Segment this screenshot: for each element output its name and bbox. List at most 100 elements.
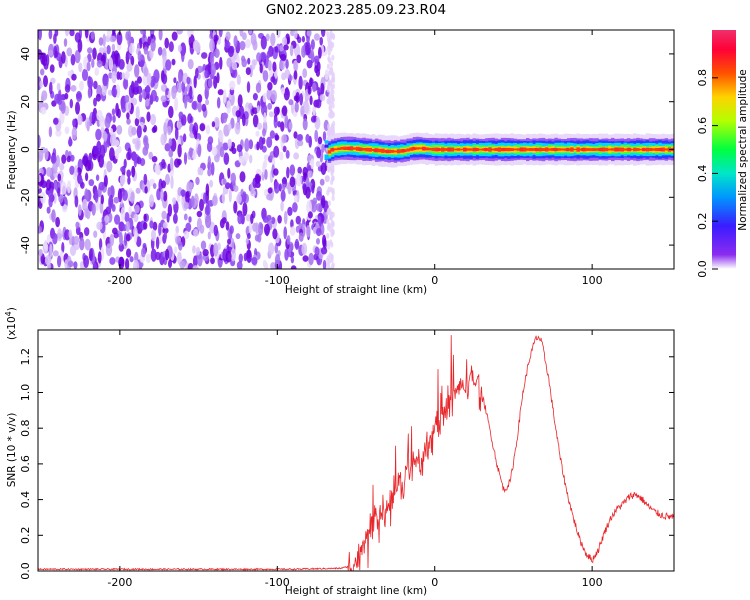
heatmap-cell bbox=[281, 72, 287, 81]
heatmap-cell bbox=[227, 122, 232, 132]
heatmap-cell bbox=[52, 250, 59, 257]
snr-line bbox=[38, 335, 674, 571]
heatmap-cell bbox=[267, 60, 272, 71]
heatmap-cell bbox=[87, 87, 92, 99]
heatmap-cell bbox=[131, 165, 136, 178]
heatmap-cell bbox=[127, 176, 131, 185]
heatmap-cell bbox=[245, 39, 251, 49]
heatmap-cell bbox=[168, 41, 174, 53]
heatmap-cell bbox=[241, 55, 246, 63]
heatmap-cell bbox=[210, 63, 216, 76]
heatmap-cell bbox=[252, 93, 258, 101]
heatmap-cell bbox=[289, 176, 296, 188]
heatmap-cell bbox=[277, 215, 282, 224]
heatmap-cell bbox=[248, 30, 253, 35]
heatmap-cell bbox=[66, 47, 73, 57]
heatmap-cell bbox=[56, 82, 61, 91]
heatmap-cell bbox=[331, 190, 335, 197]
heatmap-cell bbox=[255, 82, 262, 94]
heatmap-cell bbox=[109, 233, 115, 247]
heatmap-cell bbox=[230, 248, 236, 262]
heatmap-cell bbox=[65, 149, 69, 158]
heatmap-cell bbox=[204, 69, 209, 79]
heatmap-cell bbox=[60, 100, 66, 114]
ridge-cell bbox=[541, 148, 546, 151]
heatmap-cell bbox=[165, 88, 169, 96]
heatmap-cell bbox=[183, 230, 190, 240]
heatmap-cell bbox=[294, 101, 299, 113]
heatmap-cell bbox=[192, 255, 198, 268]
heatmap-cell bbox=[285, 59, 289, 69]
heatmap-cell bbox=[163, 121, 168, 136]
heatmap-cell bbox=[83, 255, 89, 268]
heatmap-cell bbox=[273, 116, 278, 129]
heatmap-cell bbox=[53, 192, 57, 204]
heatmap-cell bbox=[237, 94, 243, 108]
heatmap-cell bbox=[319, 94, 326, 102]
heatmap-cell bbox=[310, 49, 315, 62]
heatmap-cell bbox=[312, 104, 317, 116]
heatmap-cell bbox=[134, 117, 140, 127]
heatmap-cell bbox=[66, 155, 72, 163]
ridge-peak bbox=[447, 147, 452, 152]
heatmap-cell bbox=[277, 121, 282, 128]
heatmap-cell bbox=[194, 193, 199, 206]
heatmap-cell bbox=[267, 81, 273, 91]
heatmap-cell bbox=[227, 138, 232, 149]
heatmap-cell bbox=[98, 47, 105, 54]
ridge-peak bbox=[501, 147, 506, 152]
heatmap-cell bbox=[262, 128, 266, 137]
heatmap-cell bbox=[151, 156, 158, 163]
heatmap-cell bbox=[252, 114, 259, 128]
heatmap-cell bbox=[146, 111, 151, 123]
heatmap-cell bbox=[326, 232, 330, 239]
colorbar-tick-label: 0.2 bbox=[696, 212, 709, 230]
heatmap-cell bbox=[107, 186, 112, 197]
ridge-peak bbox=[401, 148, 406, 153]
ridge-peak bbox=[565, 147, 570, 152]
heatmap-cell bbox=[306, 30, 312, 37]
heatmap-cell bbox=[327, 96, 331, 103]
heatmap-cell bbox=[52, 232, 58, 245]
heatmap-cell bbox=[38, 174, 42, 182]
heatmap-cell bbox=[38, 249, 43, 257]
heatmap-cell bbox=[222, 142, 229, 151]
heatmap-cell bbox=[263, 160, 268, 169]
heatmap-cell bbox=[161, 84, 166, 92]
heatmap-cell bbox=[327, 200, 331, 207]
heatmap-cell bbox=[273, 145, 280, 158]
heatmap-cell bbox=[68, 229, 73, 239]
ridge-cell bbox=[456, 148, 461, 151]
ridge-cell bbox=[352, 147, 357, 150]
heatmap-cell bbox=[242, 113, 246, 127]
heatmap-cell bbox=[122, 189, 128, 202]
heatmap-cell bbox=[327, 260, 331, 267]
heatmap-cell bbox=[91, 58, 95, 68]
heatmap-cell bbox=[68, 260, 74, 268]
heatmap-cell bbox=[234, 122, 241, 135]
heatmap-cell bbox=[143, 67, 149, 77]
heatmap-cell bbox=[305, 225, 311, 238]
heatmap-cell bbox=[226, 57, 232, 68]
heatmap-cell bbox=[209, 179, 214, 188]
heatmap-cell bbox=[316, 203, 323, 212]
heatmap-cell bbox=[302, 183, 307, 191]
heatmap-cell bbox=[191, 101, 197, 110]
y-tick-label: -40 bbox=[19, 236, 32, 254]
heatmap-cell bbox=[59, 162, 65, 171]
heatmap-cell bbox=[132, 138, 137, 145]
heatmap-cell bbox=[329, 214, 333, 221]
heatmap-cell bbox=[282, 36, 288, 46]
heatmap-cell bbox=[92, 262, 97, 269]
heatmap-cell bbox=[189, 86, 193, 100]
heatmap-cell bbox=[85, 172, 89, 182]
heatmap-cell bbox=[87, 76, 94, 89]
x-tick-label: -100 bbox=[265, 576, 290, 589]
ridge-cell bbox=[620, 147, 624, 152]
ridge-cell bbox=[343, 146, 347, 150]
heatmap-cell bbox=[120, 166, 126, 173]
heatmap-cell bbox=[319, 36, 324, 46]
heatmap-cell bbox=[176, 81, 183, 93]
heatmap-cell bbox=[104, 215, 110, 223]
